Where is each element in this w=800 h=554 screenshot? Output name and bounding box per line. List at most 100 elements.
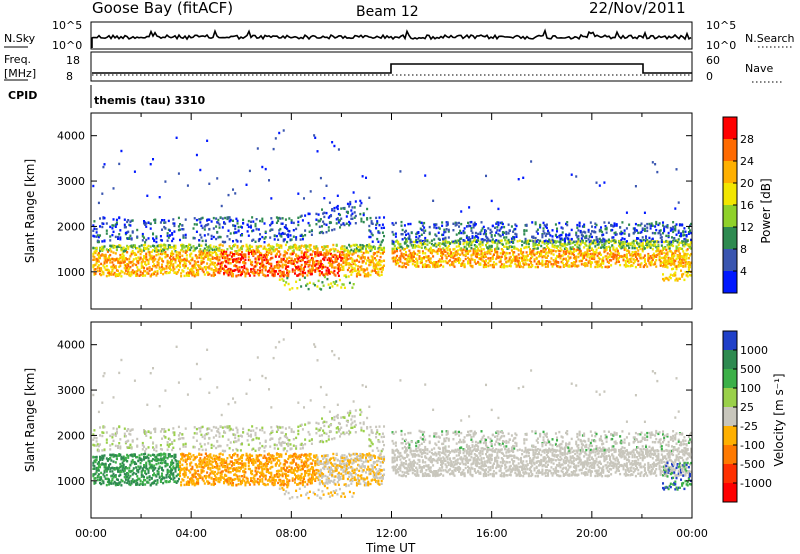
echo-cell [605,248,608,251]
echo-cell [454,260,457,263]
echo-cell [100,471,103,475]
echo-cell [593,256,596,259]
echo-cell [428,258,431,261]
echo-cell [455,253,458,256]
echo-cell [483,231,486,234]
echo-cell [645,239,648,242]
echo-cell [172,269,175,272]
echo-cell [221,217,224,220]
echo-cell [350,273,353,276]
echo-cell [507,260,510,263]
echo-cell [521,252,524,256]
echo-cell [535,256,538,260]
echo-cell [588,235,591,238]
echo-cell [660,250,663,253]
echo-cell [560,254,563,258]
echo-cell [232,224,235,227]
echo-cell [161,268,164,272]
echo-cell [219,216,222,219]
echo-cell [117,269,120,272]
echo-cell [147,244,150,248]
echo-cell [194,254,197,257]
echo-cell [147,248,150,251]
echo-cell [97,444,100,448]
echo-cell [676,246,679,249]
echo-cell [111,479,114,482]
echo-cell [174,246,177,250]
nsky-panel-frame [90,21,693,50]
echo-cell [325,253,328,256]
echo-cell [419,227,422,230]
echo-cell [377,270,380,274]
echo-cell [398,264,401,268]
echo-cell [350,217,353,220]
echo-cell [316,247,319,250]
echo-cell [619,226,622,229]
echo-cell [507,241,510,245]
echo-cell [301,235,304,238]
echo-cell [100,262,103,266]
echo-cell [168,267,171,270]
echo-cell [639,253,642,257]
echo-cell [133,253,136,257]
echo-cell [377,273,380,276]
echo-cell [497,221,500,224]
echo-cell [149,163,152,166]
echo-cell [601,266,604,269]
echo-cell [136,260,139,263]
echo-cell [677,256,680,260]
echo-cell [247,219,250,223]
echo-cell [236,219,239,223]
echo-cell [645,236,648,239]
echo-cell [291,287,294,290]
echo-cell [598,184,601,187]
echo-cell [328,215,331,218]
echo-cell [396,239,399,242]
echo-cell [328,272,331,275]
echo-cell [677,265,680,268]
echo-cell [406,246,409,249]
echo-cell [556,254,559,258]
echo-cell [101,458,104,461]
echo-cell [529,259,532,262]
echo-cell [396,247,399,250]
echo-cell [632,253,635,257]
echo-cell [442,260,445,263]
echo-cell [410,244,413,247]
echo-cell [516,248,519,251]
echo-cell [436,262,439,266]
echo-cell [491,255,494,258]
echo-cell [471,240,474,244]
echo-cell [111,453,114,457]
echo-cell [543,248,546,252]
echo-cell [632,242,635,245]
echo-cell [588,244,591,248]
echo-cell [183,274,186,278]
echo-cell [683,237,686,241]
echo-cell [287,282,290,286]
echo-cell [367,256,370,259]
echo-cell [614,233,617,236]
echo-cell [269,245,272,248]
echo-cell [690,274,693,277]
echo-cell [434,265,437,269]
echo-cell [509,255,512,259]
echo-cell [223,249,226,252]
echo-cell [649,246,652,249]
echo-cell [155,274,158,277]
echo-cell [680,255,683,258]
echo-cell [275,247,278,251]
echo-cell [97,260,100,263]
echo-cell [643,211,646,214]
echo-cell [103,216,106,220]
echo-cell [204,224,207,227]
echo-cell [218,247,221,250]
echo-cell [659,236,662,239]
echo-cell [497,247,500,250]
echo-cell [570,237,573,241]
echo-cell [93,436,96,439]
echo-cell [316,249,319,252]
echo-cell [576,265,579,268]
echo-cell [491,265,494,269]
echo-cell [481,227,484,230]
